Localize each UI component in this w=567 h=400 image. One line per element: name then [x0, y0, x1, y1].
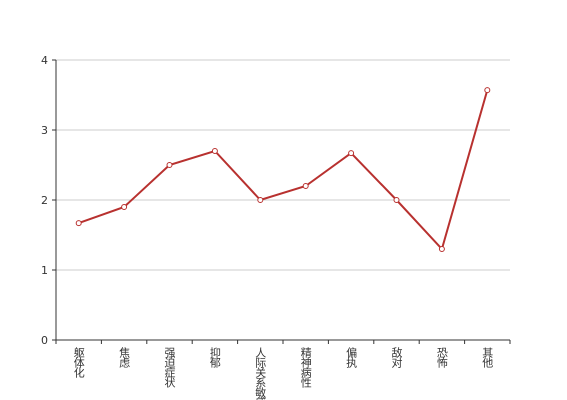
point: [438, 246, 445, 252]
x-tick-label: 敌对: [390, 346, 403, 368]
x-tick-label: 躯体化: [72, 347, 85, 379]
point: [393, 197, 400, 203]
point: [484, 87, 491, 94]
point: [302, 183, 309, 189]
x-tick-label: 恐怖: [435, 347, 448, 368]
x-tick-label: 偏执: [345, 346, 358, 369]
x-tick-label: 其他: [481, 347, 494, 368]
point: [121, 204, 128, 210]
point: [75, 220, 82, 227]
y-tick-label: 4: [41, 54, 48, 67]
y-tick-label: 3: [41, 124, 48, 137]
point: [211, 148, 218, 154]
line: [78, 89, 489, 251]
y-tick-label: 0: [41, 334, 48, 347]
point: [348, 150, 355, 157]
y-tick-label: 2: [41, 194, 48, 207]
point: [166, 162, 173, 168]
x-tick-label: 人际关系敏感: [254, 347, 267, 400]
x-tick-label: 焦虑: [118, 347, 131, 368]
x-tick-label: 精神病性: [299, 347, 312, 389]
x-tick-label: 抑郁: [208, 346, 221, 368]
x-tick-label: 强迫症状: [163, 347, 176, 388]
point: [257, 197, 264, 203]
y-tick-label: 1: [41, 264, 48, 277]
